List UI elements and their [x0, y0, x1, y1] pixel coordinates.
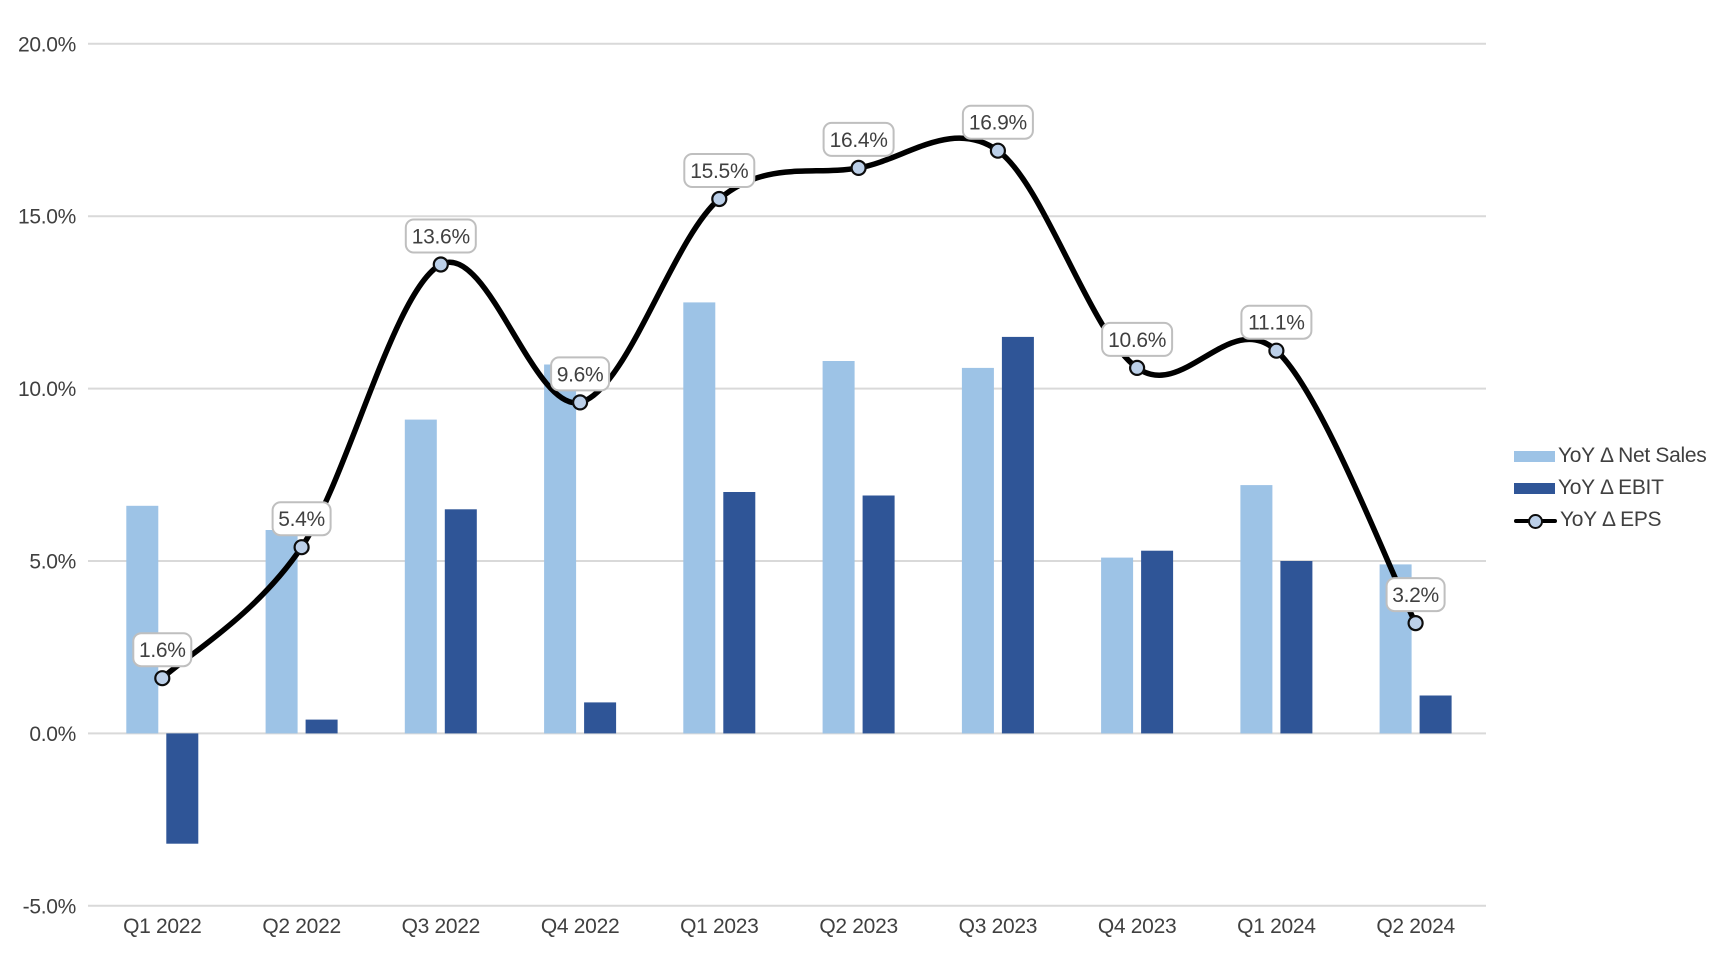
- eps-data-label-box: [1101, 321, 1174, 357]
- eps-data-label-box: [1385, 577, 1446, 613]
- eps-marker: [154, 670, 171, 687]
- ebit-bar: [1001, 336, 1034, 734]
- net-sales-bar: [1240, 485, 1273, 734]
- eps-marker: [432, 256, 449, 273]
- x-axis-tick-label: Q4 2022: [541, 915, 619, 938]
- ebit-legend-swatch: [1514, 482, 1555, 494]
- legend-item-net-sales: YoY Δ Net Sales: [1514, 443, 1707, 469]
- eps-line: [159, 135, 1419, 681]
- net-sales-bar: [404, 419, 437, 734]
- eps-data-label-box: [132, 632, 193, 668]
- ebit-bar: [305, 719, 338, 734]
- eps-data-label-box: [1240, 304, 1313, 340]
- y-axis-tick-label: 20.0%: [18, 33, 76, 56]
- eps-data-label-box: [961, 104, 1034, 140]
- eps-data-label: 13.6%: [412, 226, 470, 249]
- net-sales-legend-label: YoY Δ Net Sales: [1558, 444, 1707, 467]
- eps-marker: [1407, 614, 1424, 632]
- x-axis-tick-label: Q2 2023: [819, 915, 897, 938]
- x-axis-tick-label: Q1 2023: [680, 915, 758, 938]
- net-sales-bar: [1101, 557, 1134, 734]
- eps-data-label: 9.6%: [557, 363, 604, 386]
- ebit-bar: [584, 702, 617, 734]
- x-axis-tick-label: Q1 2024: [1237, 915, 1316, 938]
- eps-marker-glyph: [1528, 513, 1543, 529]
- net-sales-bar: [822, 361, 855, 734]
- eps-data-label: 16.4%: [830, 129, 888, 152]
- net-sales-bar: [126, 505, 159, 734]
- eps-data-label: 16.9%: [969, 112, 1027, 135]
- eps-marker: [850, 159, 867, 176]
- ebit-bar: [862, 495, 895, 734]
- x-axis-tick-label: Q1 2022: [123, 915, 201, 938]
- x-axis-tick-label: Q3 2022: [402, 915, 480, 938]
- y-axis-tick-label: 15.0%: [18, 206, 76, 229]
- y-axis-tick-label: 10.0%: [18, 378, 76, 401]
- x-axis-tick-label: Q2 2024: [1376, 915, 1455, 938]
- eps-line-legend-swatch: [1514, 513, 1557, 529]
- eps-marker: [989, 142, 1007, 159]
- eps-data-label: 11.1%: [1248, 312, 1305, 335]
- net-sales-bar: [961, 367, 994, 734]
- ebit-bar: [166, 733, 199, 844]
- net-sales-bar: [544, 364, 577, 734]
- eps-data-label: 3.2%: [1392, 584, 1439, 607]
- eps-data-label-box: [404, 218, 477, 254]
- x-axis-tick-label: Q3 2023: [959, 915, 1037, 938]
- eps-legend-label: YoY Δ EPS: [1560, 508, 1662, 531]
- net-sales-bar: [683, 302, 716, 734]
- eps-marker: [1268, 342, 1285, 359]
- eps-data-label-box: [550, 356, 611, 392]
- net-sales-legend-swatch: [1514, 450, 1555, 462]
- eps-marker: [1128, 359, 1146, 376]
- ebit-bar: [1419, 695, 1452, 734]
- y-axis-tick-label: 0.0%: [29, 723, 76, 746]
- eps-marker: [293, 539, 310, 556]
- eps-data-label: 1.6%: [139, 639, 186, 662]
- legend: YoY Δ Net Sales YoY Δ EBIT YoY Δ EPS: [1514, 443, 1707, 533]
- eps-data-label-box: [271, 501, 332, 537]
- eps-marker: [571, 394, 589, 411]
- eps-data-label: 15.5%: [690, 160, 748, 183]
- y-axis-tick-label: 5.0%: [29, 551, 76, 574]
- eps-data-label: 5.4%: [278, 508, 325, 531]
- ebit-bar: [444, 509, 477, 734]
- eps-data-label: 10.6%: [1108, 329, 1166, 352]
- ebit-bar: [1141, 550, 1174, 734]
- legend-item-ebit: YoY Δ EBIT: [1514, 475, 1706, 501]
- ebit-bar: [1280, 561, 1313, 734]
- legend-item-eps: YoY Δ EPS: [1514, 507, 1706, 533]
- ebit-bar: [723, 492, 756, 734]
- x-axis-tick-label: Q4 2023: [1098, 915, 1176, 938]
- ebit-legend-label: YoY Δ EBIT: [1558, 476, 1664, 499]
- eps-data-label-box: [822, 121, 895, 157]
- eps-data-label-box: [683, 153, 756, 188]
- x-axis-tick-label: Q2 2022: [262, 915, 340, 938]
- eps-marker: [711, 190, 728, 208]
- y-axis-tick-label: -5.0%: [23, 895, 76, 918]
